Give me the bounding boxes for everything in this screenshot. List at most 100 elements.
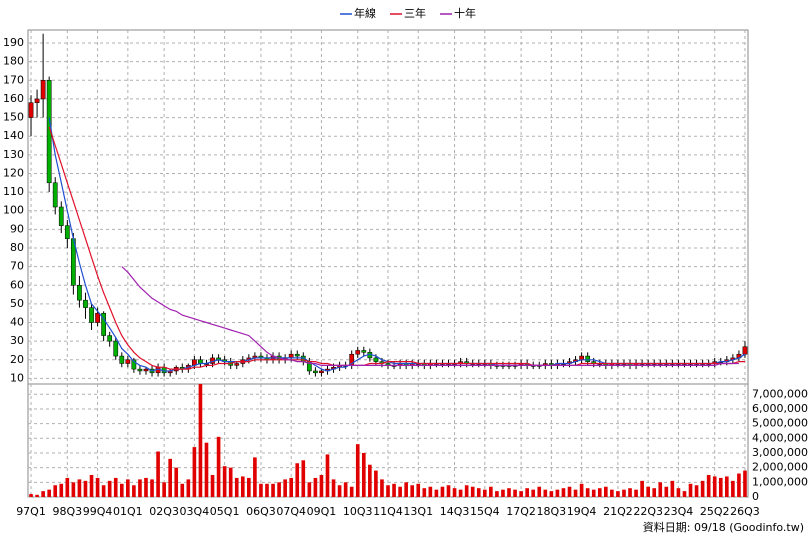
x-tick-label: 25Q2	[700, 505, 730, 518]
volume-bar	[688, 483, 693, 497]
x-tick-label: 02Q3	[149, 505, 179, 518]
volume-bar	[349, 486, 354, 497]
volume-bar	[634, 489, 638, 497]
ma-line	[48, 117, 746, 372]
volume-bar	[150, 479, 154, 497]
volume-bar	[119, 483, 124, 497]
y-tick-label: 160	[3, 92, 24, 105]
x-tick-label: 98Q3	[52, 505, 82, 518]
volume-bar	[101, 485, 106, 497]
x-tick-label: 06Q3	[246, 505, 276, 518]
volume-bar	[210, 474, 215, 497]
x-tick-label: 99Q4	[83, 505, 113, 518]
y2-tick-label: 4,000,000	[752, 431, 808, 444]
y2-tick-label: 0	[752, 490, 759, 503]
volume-bar	[452, 488, 457, 497]
x-tick-label: 97Q1	[16, 505, 46, 518]
x-tick-label: 26Q3	[730, 505, 760, 518]
volume-bar	[737, 473, 741, 497]
volume-bar	[325, 454, 330, 497]
y2-tick-label: 2,000,000	[752, 461, 808, 474]
volume-bar	[670, 480, 675, 497]
volume-bar	[374, 470, 378, 497]
volume-bar	[132, 485, 136, 497]
volume-bar	[422, 488, 427, 497]
volume-bar	[41, 491, 45, 497]
candle-body	[119, 355, 125, 364]
volume-bar	[380, 479, 384, 497]
x-tick-label: 11Q4	[373, 505, 403, 518]
volume-bar	[591, 489, 596, 497]
volume-bar	[507, 488, 511, 497]
x-tick-label: 21Q2	[603, 505, 633, 518]
volume-bar	[138, 479, 142, 497]
volume-bar	[604, 486, 608, 497]
candle-body	[234, 363, 240, 366]
y-tick-label: 50	[10, 297, 24, 310]
candle-body	[34, 98, 40, 103]
y-tick-label: 110	[3, 185, 24, 198]
volume-bar	[392, 483, 396, 497]
x-tick-label: 07Q4	[276, 505, 306, 518]
volume-bar	[192, 447, 197, 497]
volume-bar	[162, 482, 166, 497]
legend-label: 三年	[404, 6, 426, 20]
ma-line	[48, 126, 745, 370]
volume-bar	[610, 489, 614, 497]
y-tick-label: 130	[3, 148, 24, 161]
volume-bar	[271, 483, 275, 497]
volume-bar	[676, 488, 681, 497]
volume-bar	[355, 444, 360, 497]
candle-body	[143, 368, 149, 372]
source-note: 資料日期: 09/18 (Goodinfo.tw)	[643, 520, 804, 534]
volume-bar	[579, 483, 584, 497]
volume-bar	[156, 451, 160, 497]
volume-bar	[144, 477, 148, 497]
y-tick-label: 30	[10, 334, 24, 347]
candle-body	[101, 312, 106, 336]
volume-bar	[259, 483, 263, 497]
volume-bar	[295, 463, 300, 497]
y2-tick-label: 3,000,000	[752, 446, 808, 459]
candle-body	[313, 370, 318, 374]
y-tick-label: 40	[10, 316, 24, 329]
volume-bar	[47, 489, 51, 497]
volume-bar	[386, 485, 390, 497]
volume-bar	[682, 491, 687, 497]
volume-bar	[198, 384, 203, 497]
volume-bar	[331, 479, 336, 497]
volume-bar	[65, 477, 70, 497]
volume-bar	[646, 486, 650, 497]
x-tick-label: 17Q2	[506, 505, 536, 518]
volume-bar	[489, 486, 493, 497]
x-tick-label: 22Q3	[633, 505, 663, 518]
volume-bar	[313, 477, 318, 497]
candle-body	[355, 350, 361, 355]
volume-bar	[476, 488, 481, 497]
volume-bar	[53, 485, 58, 497]
volume-bar	[77, 479, 82, 497]
volume-bar	[482, 489, 487, 497]
volume-bar	[446, 485, 451, 497]
y-tick-label: 10	[10, 371, 24, 384]
volume-bar	[398, 486, 402, 497]
candle-body	[125, 359, 131, 364]
volume-bar	[616, 491, 620, 497]
volume-bar	[283, 479, 287, 497]
x-tick-label: 05Q1	[210, 505, 240, 518]
volume-bar	[216, 436, 221, 497]
x-tick-label: 19Q4	[567, 505, 597, 518]
candle-body	[361, 350, 367, 353]
volume-bar	[525, 488, 529, 497]
candle-body	[131, 359, 137, 370]
volume-bar	[694, 485, 699, 497]
volume-bar	[718, 477, 723, 497]
volume-bar	[628, 488, 632, 497]
volume-bar	[307, 482, 312, 497]
candle-body	[28, 102, 34, 118]
volume-bar	[265, 483, 269, 497]
legend-label: 年線	[354, 6, 376, 20]
volume-bar	[319, 474, 324, 497]
candle-body	[40, 80, 46, 100]
